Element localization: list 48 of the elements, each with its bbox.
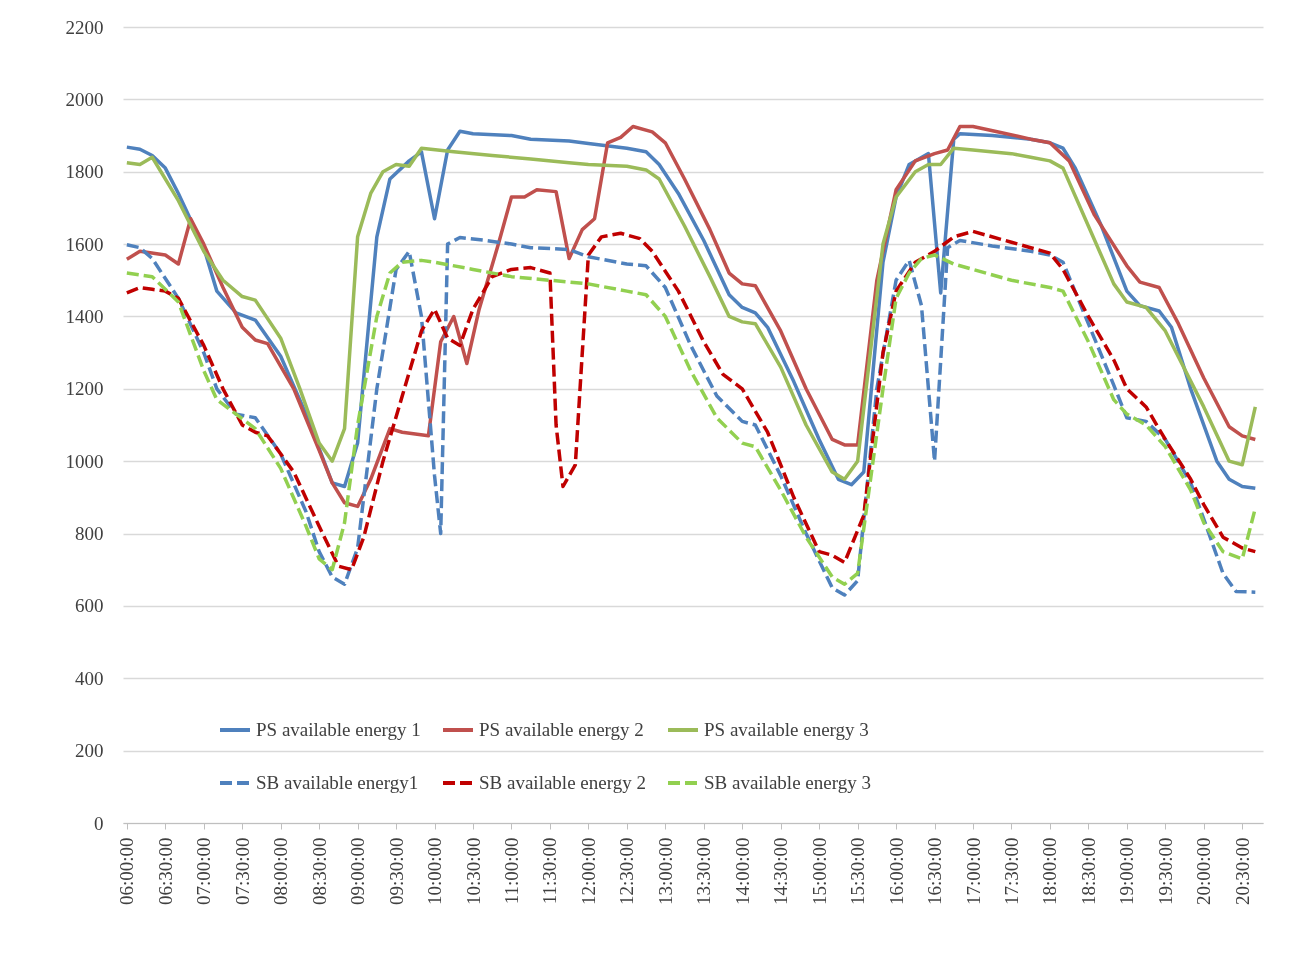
x-tick-label: 09:30:00 xyxy=(385,837,407,906)
x-tick-label: 14:00:00 xyxy=(731,837,753,906)
x-tick-label: 16:30:00 xyxy=(924,837,946,906)
x-tick-label: 12:00:00 xyxy=(577,837,599,906)
x-tick-label: 12:30:00 xyxy=(616,837,638,906)
legend-label: PS available energy 2 xyxy=(479,719,644,740)
x-tick-label: 15:00:00 xyxy=(808,837,830,906)
x-tick-label: 14:30:00 xyxy=(770,837,792,906)
legend-label: SB available energy1 xyxy=(256,772,419,793)
legend-label: PS available energy 3 xyxy=(704,719,869,740)
x-tick-label: 10:30:00 xyxy=(462,837,484,906)
y-tick-label: 1600 xyxy=(65,233,104,255)
y-tick-label: 0 xyxy=(94,812,104,834)
y-tick-label: 200 xyxy=(75,740,104,762)
y-tick-label: 1400 xyxy=(65,305,104,327)
y-tick-label: 1200 xyxy=(65,378,104,400)
legend-label: SB available energy 2 xyxy=(479,772,646,793)
x-tick-label: 06:00:00 xyxy=(116,837,138,906)
x-tick-label: 13:30:00 xyxy=(693,837,715,906)
x-tick-label: 17:00:00 xyxy=(962,837,984,906)
x-tick-label: 11:30:00 xyxy=(539,837,561,905)
x-tick-label: 09:00:00 xyxy=(347,837,369,906)
y-tick-label: 600 xyxy=(75,595,104,617)
x-tick-label: 06:30:00 xyxy=(154,837,176,906)
x-tick-label: 08:30:00 xyxy=(308,837,330,906)
x-tick-label: 10:00:00 xyxy=(424,837,446,906)
x-tick-label: 07:30:00 xyxy=(231,837,253,906)
x-tick-label: 08:00:00 xyxy=(270,837,292,906)
x-tick-label: 18:00:00 xyxy=(1039,837,1061,906)
x-tick-label: 19:30:00 xyxy=(1154,837,1176,906)
x-tick-label: 13:00:00 xyxy=(654,837,676,906)
y-tick-label: 1800 xyxy=(65,161,104,183)
x-tick-label: 16:00:00 xyxy=(885,837,907,906)
y-tick-label: 1000 xyxy=(65,450,104,472)
x-tick-label: 17:30:00 xyxy=(1000,837,1022,906)
y-tick-label: 800 xyxy=(75,523,104,545)
y-tick-label: 2200 xyxy=(65,16,104,38)
x-tick-label: 15:30:00 xyxy=(847,837,869,906)
x-tick-label: 19:00:00 xyxy=(1116,837,1138,906)
y-tick-label: 400 xyxy=(75,667,104,689)
x-tick-label: 11:00:00 xyxy=(500,837,522,905)
legend-label: PS available energy 1 xyxy=(256,719,421,740)
x-tick-label: 20:00:00 xyxy=(1193,837,1215,906)
x-tick-label: 18:30:00 xyxy=(1077,837,1099,906)
x-tick-label: 07:00:00 xyxy=(193,837,215,906)
legend-label: SB available energy 3 xyxy=(704,772,871,793)
x-tick-label: 20:30:00 xyxy=(1231,837,1253,906)
y-tick-label: 2000 xyxy=(65,88,104,110)
